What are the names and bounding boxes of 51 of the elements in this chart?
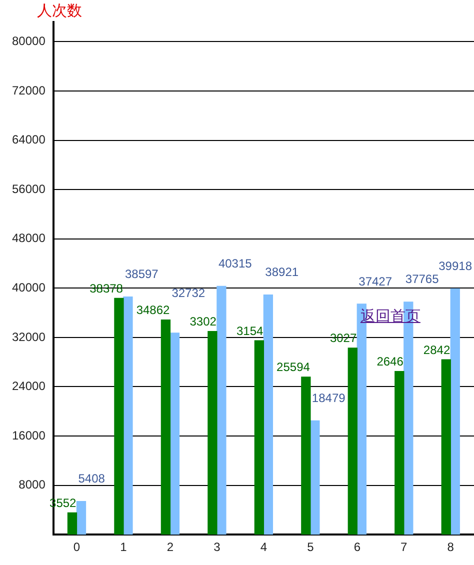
y-tick-label: 72000 xyxy=(12,83,46,98)
bar xyxy=(160,319,171,535)
bar xyxy=(208,330,218,535)
bar xyxy=(170,332,180,535)
data-label: 18479 xyxy=(312,391,346,406)
data-label: 40315 xyxy=(218,256,252,271)
data-label: 5408 xyxy=(78,472,106,486)
y-tick-label: 24000 xyxy=(12,379,46,394)
data-label: 32732 xyxy=(172,286,206,300)
y-tick-label: 56000 xyxy=(12,182,46,196)
bar xyxy=(114,298,124,535)
x-tick-label: 0 xyxy=(73,540,80,554)
data-label: 38597 xyxy=(124,267,159,282)
data-label: 25594 xyxy=(276,360,310,374)
bar xyxy=(301,376,311,535)
data-label: 34862 xyxy=(136,303,170,318)
y-tick-label: 32000 xyxy=(12,330,46,344)
data-label: 38921 xyxy=(265,265,299,280)
data-label: 37427 xyxy=(358,274,392,288)
data-label: 39918 xyxy=(438,258,472,273)
bar xyxy=(216,286,226,535)
annotation: 3302 xyxy=(190,314,217,329)
annotation: 3154 xyxy=(236,324,264,338)
bar xyxy=(310,420,320,535)
y-axis-title: 人次数 xyxy=(36,1,82,20)
x-tick-label: 6 xyxy=(354,540,361,554)
x-tick-label: 5 xyxy=(307,540,314,554)
bar xyxy=(450,288,460,535)
x-tick-label: 4 xyxy=(260,540,268,554)
bar xyxy=(123,296,133,535)
y-tick-label: 64000 xyxy=(12,132,46,147)
annotation: 2646 xyxy=(376,354,404,369)
y-tick-label: 80000 xyxy=(12,34,46,48)
x-tick-label: 1 xyxy=(120,540,128,554)
x-tick-label: 2 xyxy=(166,540,174,554)
y-tick-label: 48000 xyxy=(12,231,46,246)
bar xyxy=(254,340,264,535)
bar xyxy=(263,294,274,535)
annotation: 2842 xyxy=(423,342,450,357)
x-tick-label: 7 xyxy=(400,540,408,554)
y-tick-label: 40000 xyxy=(12,280,46,294)
x-tick-label: 3 xyxy=(214,540,221,554)
bar xyxy=(348,348,358,535)
bar xyxy=(441,359,451,535)
bar xyxy=(76,500,86,535)
bar xyxy=(394,371,404,535)
data-label: 37765 xyxy=(405,272,440,286)
y-tick-label: 16000 xyxy=(12,428,46,442)
bar xyxy=(67,512,78,535)
y-tick-label: 8000 xyxy=(18,478,46,492)
x-tick-label: 8 xyxy=(447,540,454,554)
